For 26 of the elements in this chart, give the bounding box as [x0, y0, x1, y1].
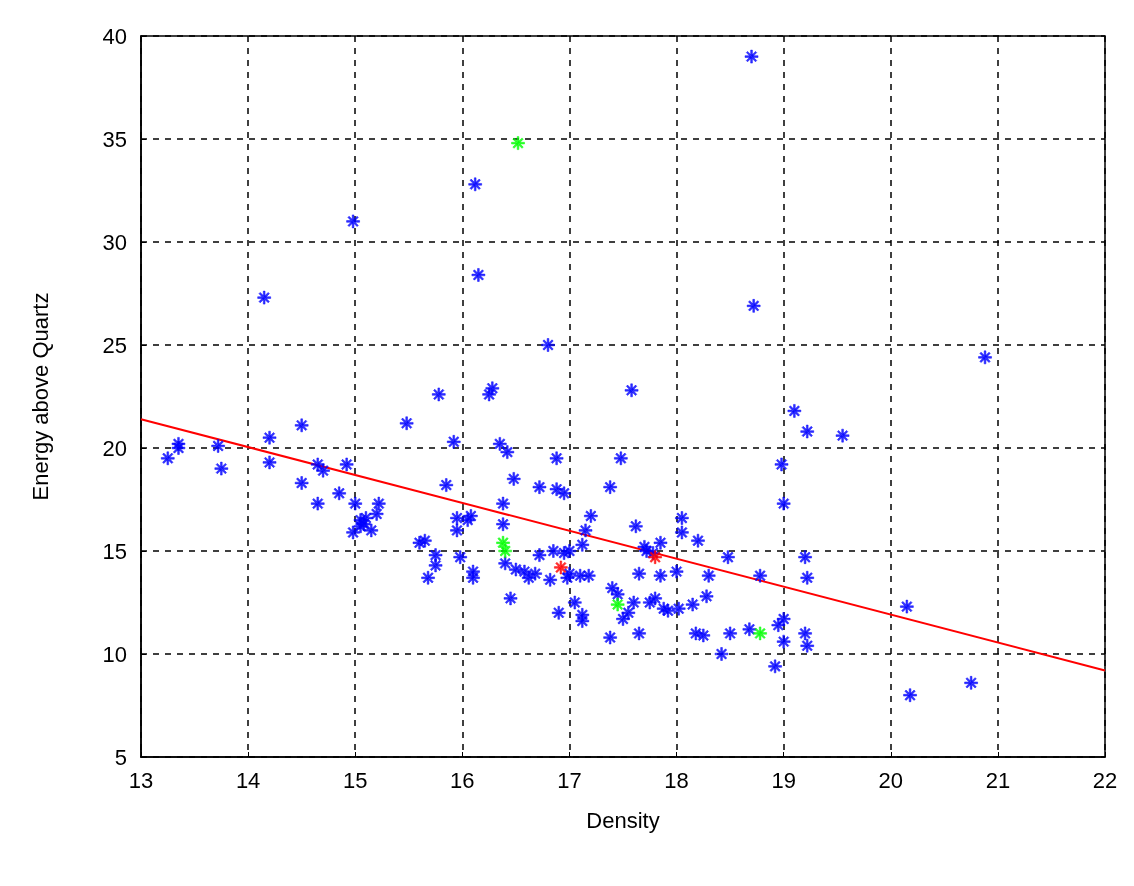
y-tick-label: 5 [114, 744, 127, 770]
y-tick-label: 40 [102, 23, 127, 49]
x-tick-label: 16 [450, 767, 475, 793]
point [648, 550, 662, 564]
point [610, 597, 625, 612]
x-tick-label: 21 [985, 767, 1011, 793]
y-tick-label: 25 [102, 332, 127, 358]
x-tick-label: 14 [235, 767, 261, 793]
point [498, 544, 512, 558]
x-tick-label: 19 [771, 767, 796, 793]
x-tick-label: 18 [664, 767, 689, 793]
y-tick-label: 20 [102, 435, 127, 461]
x-tick-label: 20 [878, 767, 904, 793]
y-axis-title: Energy above Quartz [27, 292, 53, 501]
x-tick-label: 15 [342, 767, 368, 793]
point [554, 560, 568, 575]
x-tick-label: 13 [128, 767, 154, 793]
y-tick-label: 30 [102, 229, 127, 255]
x-axis-title: Density [586, 807, 660, 833]
y-tick-label: 15 [102, 538, 127, 564]
point [753, 626, 767, 641]
point [511, 136, 525, 150]
x-tick-label: 22 [1092, 767, 1118, 793]
x-tick-label: 17 [557, 767, 582, 793]
y-tick-label: 10 [102, 641, 127, 667]
y-tick-label: 35 [102, 126, 127, 152]
